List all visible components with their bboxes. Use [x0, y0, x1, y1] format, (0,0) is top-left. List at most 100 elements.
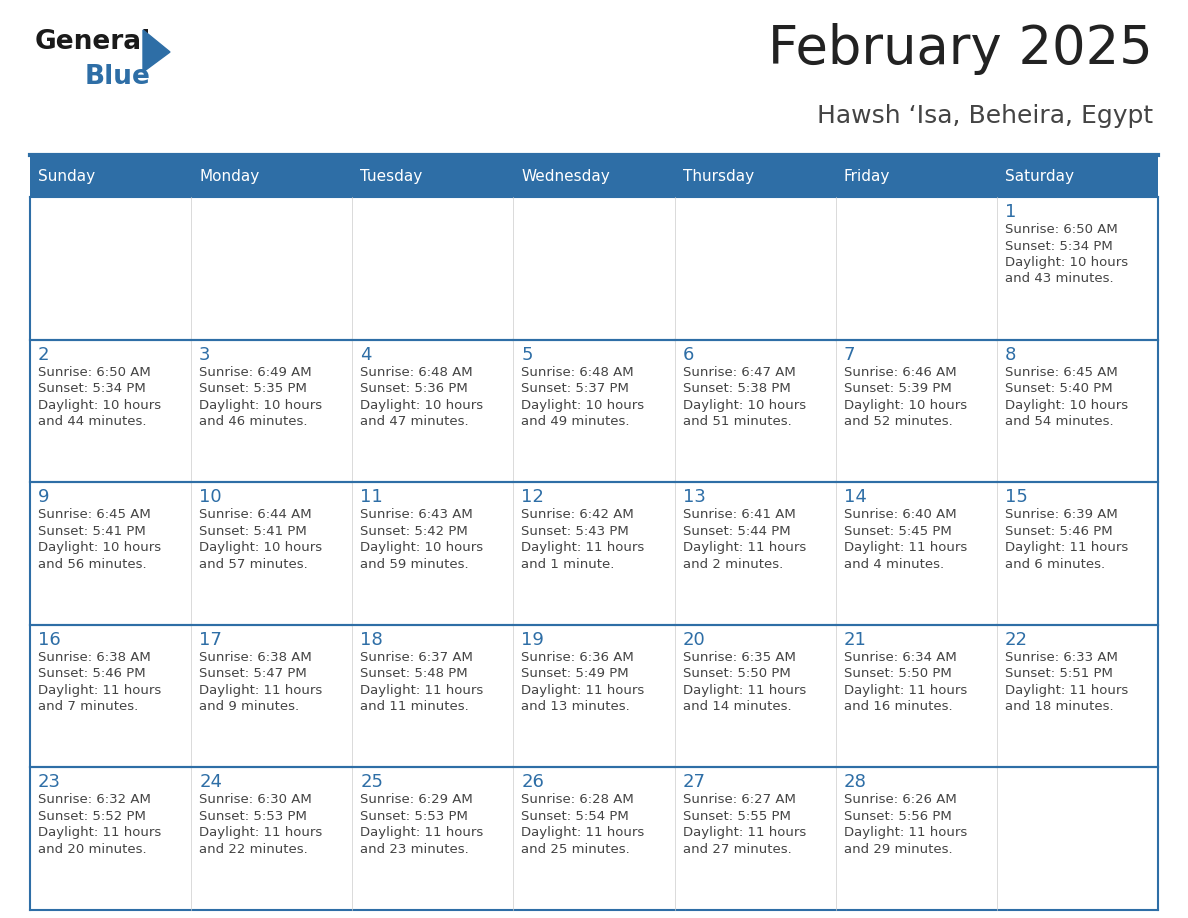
Text: Daylight: 11 hours: Daylight: 11 hours: [522, 684, 645, 697]
Text: Sunrise: 6:46 AM: Sunrise: 6:46 AM: [843, 365, 956, 378]
Bar: [353, 482, 513, 625]
Bar: [997, 767, 1158, 910]
Text: Sunset: 5:44 PM: Sunset: 5:44 PM: [683, 525, 790, 538]
Text: and 6 minutes.: and 6 minutes.: [1005, 558, 1105, 571]
Text: 26: 26: [522, 773, 544, 791]
Text: 3: 3: [200, 345, 210, 364]
Text: and 44 minutes.: and 44 minutes.: [38, 415, 146, 428]
Text: Sunrise: 6:42 AM: Sunrise: 6:42 AM: [522, 509, 634, 521]
Text: Sunrise: 6:30 AM: Sunrise: 6:30 AM: [200, 793, 312, 806]
Text: Sunrise: 6:35 AM: Sunrise: 6:35 AM: [683, 651, 796, 664]
Text: Sunset: 5:56 PM: Sunset: 5:56 PM: [843, 810, 952, 823]
Text: Sunset: 5:47 PM: Sunset: 5:47 PM: [200, 667, 307, 680]
Text: 13: 13: [683, 488, 706, 506]
Bar: [675, 340, 835, 482]
Text: Sunset: 5:49 PM: Sunset: 5:49 PM: [522, 667, 630, 680]
Text: February 2025: February 2025: [769, 23, 1154, 75]
Bar: [997, 155, 1158, 197]
Text: Daylight: 11 hours: Daylight: 11 hours: [843, 826, 967, 839]
Text: Blue: Blue: [86, 64, 151, 90]
Text: and 54 minutes.: and 54 minutes.: [1005, 415, 1113, 428]
Text: and 25 minutes.: and 25 minutes.: [522, 843, 630, 856]
Text: Thursday: Thursday: [683, 169, 753, 184]
Text: 6: 6: [683, 345, 694, 364]
Text: Daylight: 11 hours: Daylight: 11 hours: [1005, 542, 1129, 554]
Text: Daylight: 11 hours: Daylight: 11 hours: [683, 542, 805, 554]
Text: and 52 minutes.: and 52 minutes.: [843, 415, 953, 428]
Text: Daylight: 10 hours: Daylight: 10 hours: [683, 398, 805, 411]
Text: Sunrise: 6:40 AM: Sunrise: 6:40 AM: [843, 509, 956, 521]
Bar: [191, 767, 353, 910]
Text: and 1 minute.: and 1 minute.: [522, 558, 615, 571]
Text: Sunrise: 6:50 AM: Sunrise: 6:50 AM: [1005, 223, 1118, 236]
Bar: [513, 155, 675, 197]
Bar: [191, 155, 353, 197]
Text: Daylight: 11 hours: Daylight: 11 hours: [843, 542, 967, 554]
Text: and 51 minutes.: and 51 minutes.: [683, 415, 791, 428]
Text: Sunrise: 6:28 AM: Sunrise: 6:28 AM: [522, 793, 634, 806]
Text: Daylight: 11 hours: Daylight: 11 hours: [360, 826, 484, 839]
Text: Sunrise: 6:41 AM: Sunrise: 6:41 AM: [683, 509, 795, 521]
Text: Sunrise: 6:47 AM: Sunrise: 6:47 AM: [683, 365, 795, 378]
Text: and 14 minutes.: and 14 minutes.: [683, 700, 791, 713]
Text: Daylight: 10 hours: Daylight: 10 hours: [360, 398, 484, 411]
Text: Sunset: 5:46 PM: Sunset: 5:46 PM: [1005, 525, 1112, 538]
Text: and 56 minutes.: and 56 minutes.: [38, 558, 146, 571]
Text: Sunset: 5:43 PM: Sunset: 5:43 PM: [522, 525, 630, 538]
Text: Daylight: 11 hours: Daylight: 11 hours: [683, 684, 805, 697]
Text: Wednesday: Wednesday: [522, 169, 611, 184]
Bar: [835, 625, 997, 767]
Text: Sunrise: 6:33 AM: Sunrise: 6:33 AM: [1005, 651, 1118, 664]
Text: Sunset: 5:40 PM: Sunset: 5:40 PM: [1005, 382, 1112, 395]
Text: Daylight: 10 hours: Daylight: 10 hours: [360, 542, 484, 554]
Bar: [30, 155, 191, 197]
Bar: [353, 197, 513, 340]
Text: 7: 7: [843, 345, 855, 364]
Text: and 13 minutes.: and 13 minutes.: [522, 700, 630, 713]
Text: Daylight: 10 hours: Daylight: 10 hours: [1005, 398, 1127, 411]
Text: and 46 minutes.: and 46 minutes.: [200, 415, 308, 428]
Bar: [513, 625, 675, 767]
Text: 28: 28: [843, 773, 866, 791]
Text: Sunrise: 6:38 AM: Sunrise: 6:38 AM: [200, 651, 312, 664]
Text: Sunrise: 6:45 AM: Sunrise: 6:45 AM: [38, 509, 151, 521]
Text: Sunset: 5:34 PM: Sunset: 5:34 PM: [38, 382, 146, 395]
Text: and 4 minutes.: and 4 minutes.: [843, 558, 943, 571]
Text: Daylight: 11 hours: Daylight: 11 hours: [843, 684, 967, 697]
Text: 23: 23: [38, 773, 61, 791]
Text: Sunrise: 6:45 AM: Sunrise: 6:45 AM: [1005, 365, 1118, 378]
Text: Sunset: 5:53 PM: Sunset: 5:53 PM: [200, 810, 307, 823]
Text: 16: 16: [38, 631, 61, 649]
Bar: [513, 340, 675, 482]
Text: Daylight: 11 hours: Daylight: 11 hours: [522, 542, 645, 554]
Polygon shape: [143, 30, 170, 72]
Text: Tuesday: Tuesday: [360, 169, 423, 184]
Text: Sunrise: 6:48 AM: Sunrise: 6:48 AM: [522, 365, 634, 378]
Text: and 43 minutes.: and 43 minutes.: [1005, 273, 1113, 285]
Text: Sunset: 5:51 PM: Sunset: 5:51 PM: [1005, 667, 1113, 680]
Text: Daylight: 11 hours: Daylight: 11 hours: [683, 826, 805, 839]
Text: Daylight: 11 hours: Daylight: 11 hours: [522, 826, 645, 839]
Text: 5: 5: [522, 345, 533, 364]
Text: and 47 minutes.: and 47 minutes.: [360, 415, 469, 428]
Text: Daylight: 10 hours: Daylight: 10 hours: [200, 398, 322, 411]
Text: 25: 25: [360, 773, 384, 791]
Bar: [191, 482, 353, 625]
Text: Sunrise: 6:37 AM: Sunrise: 6:37 AM: [360, 651, 473, 664]
Text: Monday: Monday: [200, 169, 259, 184]
Bar: [30, 767, 191, 910]
Text: Sunrise: 6:50 AM: Sunrise: 6:50 AM: [38, 365, 151, 378]
Text: Sunset: 5:52 PM: Sunset: 5:52 PM: [38, 810, 146, 823]
Text: Daylight: 10 hours: Daylight: 10 hours: [522, 398, 645, 411]
Text: Sunset: 5:53 PM: Sunset: 5:53 PM: [360, 810, 468, 823]
Bar: [835, 767, 997, 910]
Text: Sunrise: 6:34 AM: Sunrise: 6:34 AM: [843, 651, 956, 664]
Text: Sunrise: 6:32 AM: Sunrise: 6:32 AM: [38, 793, 151, 806]
Text: and 11 minutes.: and 11 minutes.: [360, 700, 469, 713]
Bar: [191, 340, 353, 482]
Text: 19: 19: [522, 631, 544, 649]
Text: Daylight: 11 hours: Daylight: 11 hours: [200, 684, 322, 697]
Text: Sunday: Sunday: [38, 169, 95, 184]
Text: Sunrise: 6:38 AM: Sunrise: 6:38 AM: [38, 651, 151, 664]
Text: and 59 minutes.: and 59 minutes.: [360, 558, 469, 571]
